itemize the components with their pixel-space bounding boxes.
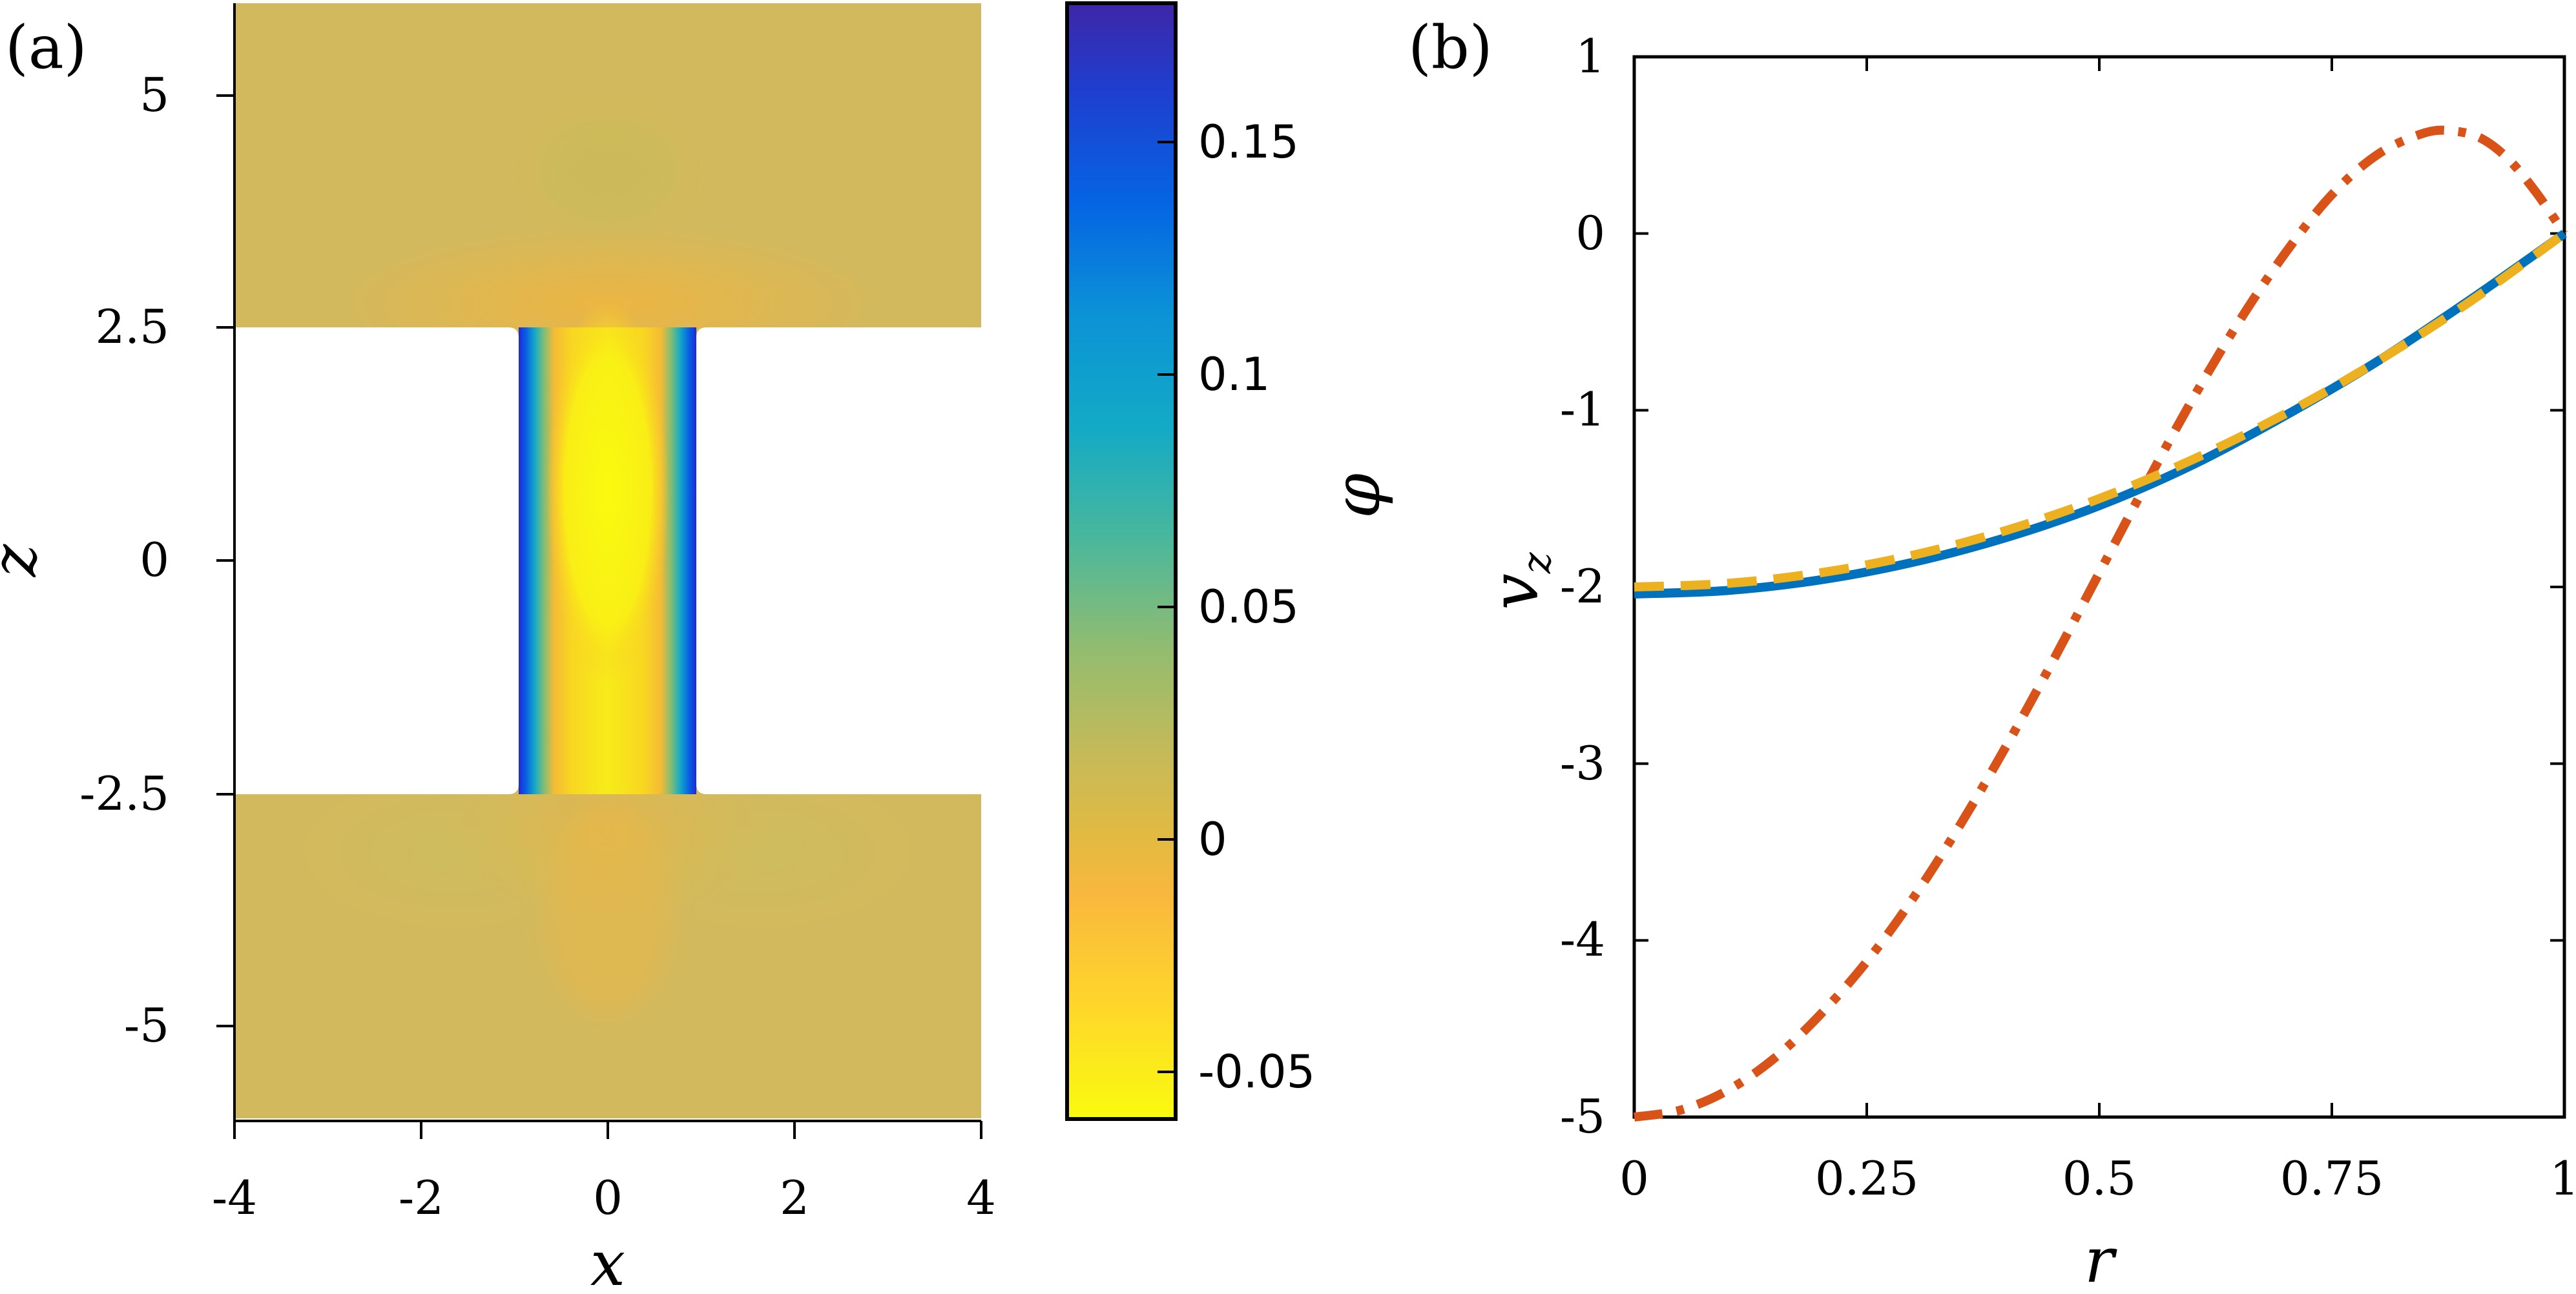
panel-a-ytick-label: 5 — [140, 68, 169, 122]
colorbar-tick-label: 0.05 — [1198, 580, 1299, 633]
heatmap-lobe-top-center — [537, 116, 679, 226]
panel-b-xtick-label: 0.25 — [1815, 1151, 1918, 1206]
panel-b-ytick-label: -4 — [1560, 912, 1605, 967]
colorbar-tick-label: 0.1 — [1198, 348, 1270, 401]
colorbar: 0.15 0.1 0.05 0 -0.05 φ — [1065, 1, 1395, 1121]
colorbar-tick-label: -0.05 — [1198, 1045, 1315, 1098]
panel-b-ticks — [1633, 56, 2566, 1118]
panel-a-xtick-label: 0 — [593, 1171, 623, 1225]
heatmap-lobe-left — [284, 768, 620, 936]
panel-b-ytick-label: -2 — [1560, 559, 1605, 613]
panel-b-ylabel-main: v — [1477, 573, 1553, 610]
panel-b-ylabel: vz — [1477, 552, 1560, 610]
colorbar-gradient — [1065, 1, 1178, 1121]
panel-a-ytick-label: -2.5 — [79, 766, 169, 821]
panel-b-ytick-label: -1 — [1560, 382, 1605, 436]
panel-a-ytick-label: 0 — [140, 533, 169, 587]
panel-a-label: (a) — [5, 13, 87, 82]
panel-a-xtick-label: 2 — [780, 1171, 809, 1225]
panel-b-ytick-label: 0 — [1575, 206, 1605, 260]
series-layer — [1633, 125, 2568, 1122]
panel-b-ytick-label: 1 — [1575, 29, 1605, 83]
colorbar-label: φ — [1319, 473, 1395, 519]
panel-b-ylabel-sub: z — [1513, 552, 1560, 574]
series-line-dash-dot — [1633, 125, 2568, 1122]
panel-a-xtick-label: 4 — [966, 1171, 996, 1225]
panel-b-xtick-label: 0.5 — [2062, 1151, 2137, 1206]
panel-b-ytick-label: -3 — [1560, 736, 1605, 790]
panel-b-xlabel: r — [2084, 1224, 2117, 1294]
panel-a-xlabel: x — [590, 1227, 625, 1294]
panel-b-label: (b) — [1408, 13, 1493, 82]
panel-b-xtick-label: 0 — [1619, 1151, 1649, 1206]
panel-a-xtick-label: -2 — [399, 1171, 444, 1225]
panel-b-xtick-label: 0.75 — [2280, 1151, 2384, 1206]
panel-a-axes — [216, 3, 982, 1139]
panel-b-xtick-label: 1 — [2550, 1151, 2576, 1206]
series-line-dashed — [1634, 230, 2568, 591]
series-line-solid — [1634, 229, 2568, 599]
heatmap-field — [234, 3, 981, 1118]
panel-b: (b) 0 0.25 0.5 0.75 1 1 0 -1 -2 -3 -4 -5… — [1408, 13, 2576, 1294]
panel-a-ylabel: z — [0, 543, 50, 577]
svg-text:vz: vz — [1477, 552, 1560, 610]
panel-b-ytick-label: -5 — [1560, 1089, 1605, 1144]
heatmap-core — [546, 297, 669, 684]
heatmap-lobe-right — [594, 768, 930, 936]
panel-a-xtick-label: -4 — [212, 1171, 257, 1225]
panel-a: (a) -4 — [0, 1, 1395, 1294]
panel-a-ytick-label: -5 — [124, 998, 169, 1053]
colorbar-tick-label: 0.15 — [1198, 116, 1299, 169]
colorbar-tick-label: 0 — [1198, 813, 1227, 866]
panel-a-ytick-label: 2.5 — [95, 300, 169, 354]
